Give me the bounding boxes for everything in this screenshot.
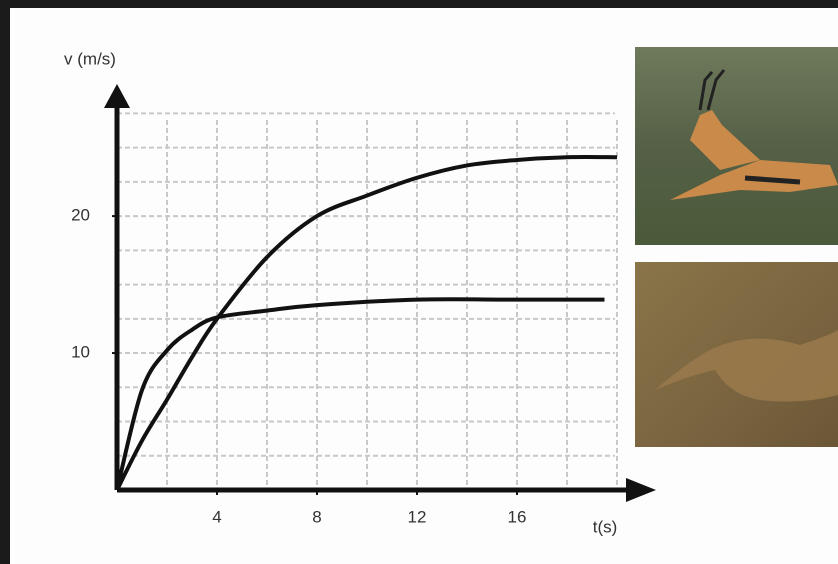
screen: 4 8 12 16 10 20 v (m/s) t(s) — [0, 0, 838, 564]
x-axis-label: t(s) — [593, 517, 618, 536]
photo-gazelle — [635, 47, 838, 245]
x-tick-label: 12 — [408, 507, 427, 526]
y-tick-label: 20 — [71, 206, 90, 225]
page: {"chart_data": {"type": "line", "ylabel"… — [0, 0, 838, 564]
y-axis-label: v (m/s) — [64, 49, 116, 68]
x-tick-label: 8 — [312, 507, 321, 526]
x-tick-label: 16 — [508, 507, 527, 526]
photo-cheetah — [635, 262, 838, 447]
y-tick-label: 10 — [71, 343, 90, 362]
x-tick-label: 4 — [212, 507, 221, 526]
